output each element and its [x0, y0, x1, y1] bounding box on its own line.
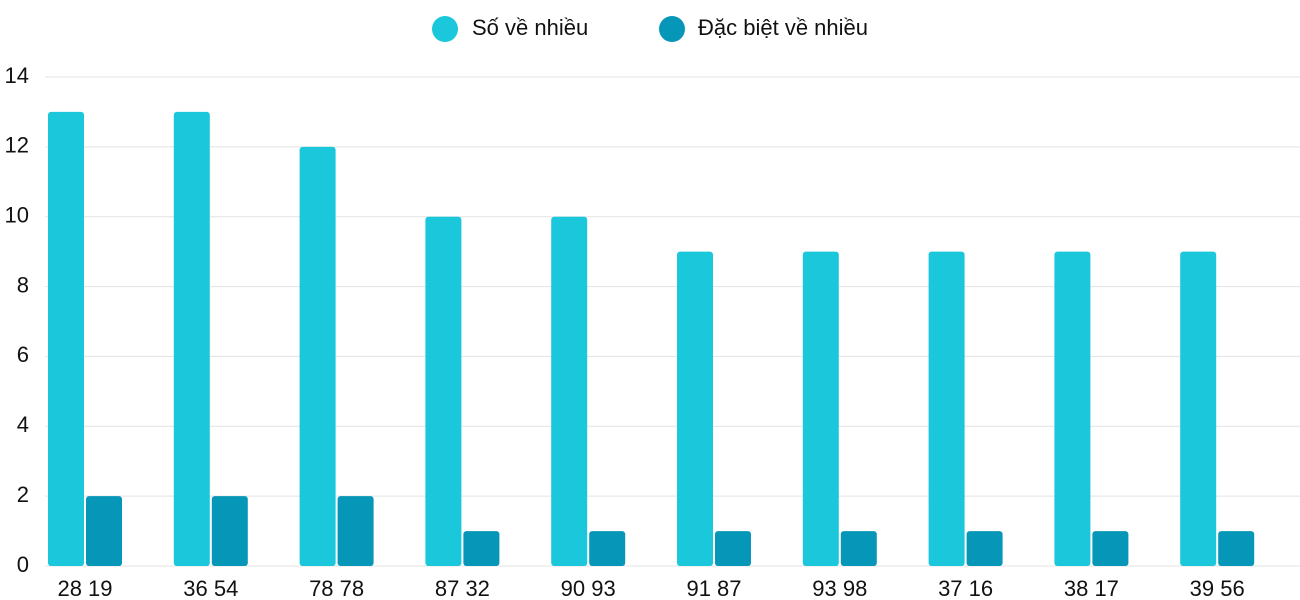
bar [173, 111, 210, 566]
y-tick-label: 0 [17, 552, 29, 577]
x-tick-label: 78 78 [309, 576, 364, 600]
bar [48, 111, 84, 566]
y-tick-label: 10 [5, 203, 29, 228]
x-tick-label: 36 54 [183, 576, 238, 600]
bar [299, 146, 336, 566]
bar [840, 531, 877, 566]
bar [425, 216, 462, 566]
bar [551, 216, 588, 566]
x-tick-label: 93 98 [812, 576, 867, 600]
x-tick-label: 28 19 [57, 576, 112, 600]
bar [211, 496, 248, 566]
x-tick-label: 90 93 [561, 576, 616, 600]
x-tick-label: 38 17 [1064, 576, 1119, 600]
y-tick-label: 6 [17, 342, 29, 367]
bar [802, 251, 839, 566]
bar [715, 531, 751, 566]
x-tick-label: 39 56 [1190, 576, 1245, 600]
legend-marker [432, 16, 458, 42]
bar [928, 251, 965, 566]
bar [1180, 251, 1217, 566]
bar [463, 531, 500, 566]
bar [337, 496, 374, 566]
bar [966, 531, 1003, 566]
bar [1054, 251, 1091, 566]
x-tick-label: 37 16 [938, 576, 993, 600]
legend-label: Số về nhiều [472, 15, 588, 40]
legend-label: Đặc biệt về nhiều [698, 15, 868, 40]
y-tick-label: 12 [5, 133, 29, 158]
y-tick-label: 4 [17, 412, 29, 437]
y-tick-label: 14 [5, 63, 29, 88]
bar [677, 251, 713, 566]
y-tick-label: 8 [17, 272, 29, 297]
bar [1092, 531, 1129, 566]
x-tick-label: 87 32 [435, 576, 490, 600]
legend-marker [659, 16, 685, 42]
y-tick-label: 2 [17, 482, 29, 507]
bar [86, 496, 122, 566]
bar [589, 531, 626, 566]
bar [1218, 531, 1255, 566]
x-tick-label: 91 87 [686, 576, 741, 600]
